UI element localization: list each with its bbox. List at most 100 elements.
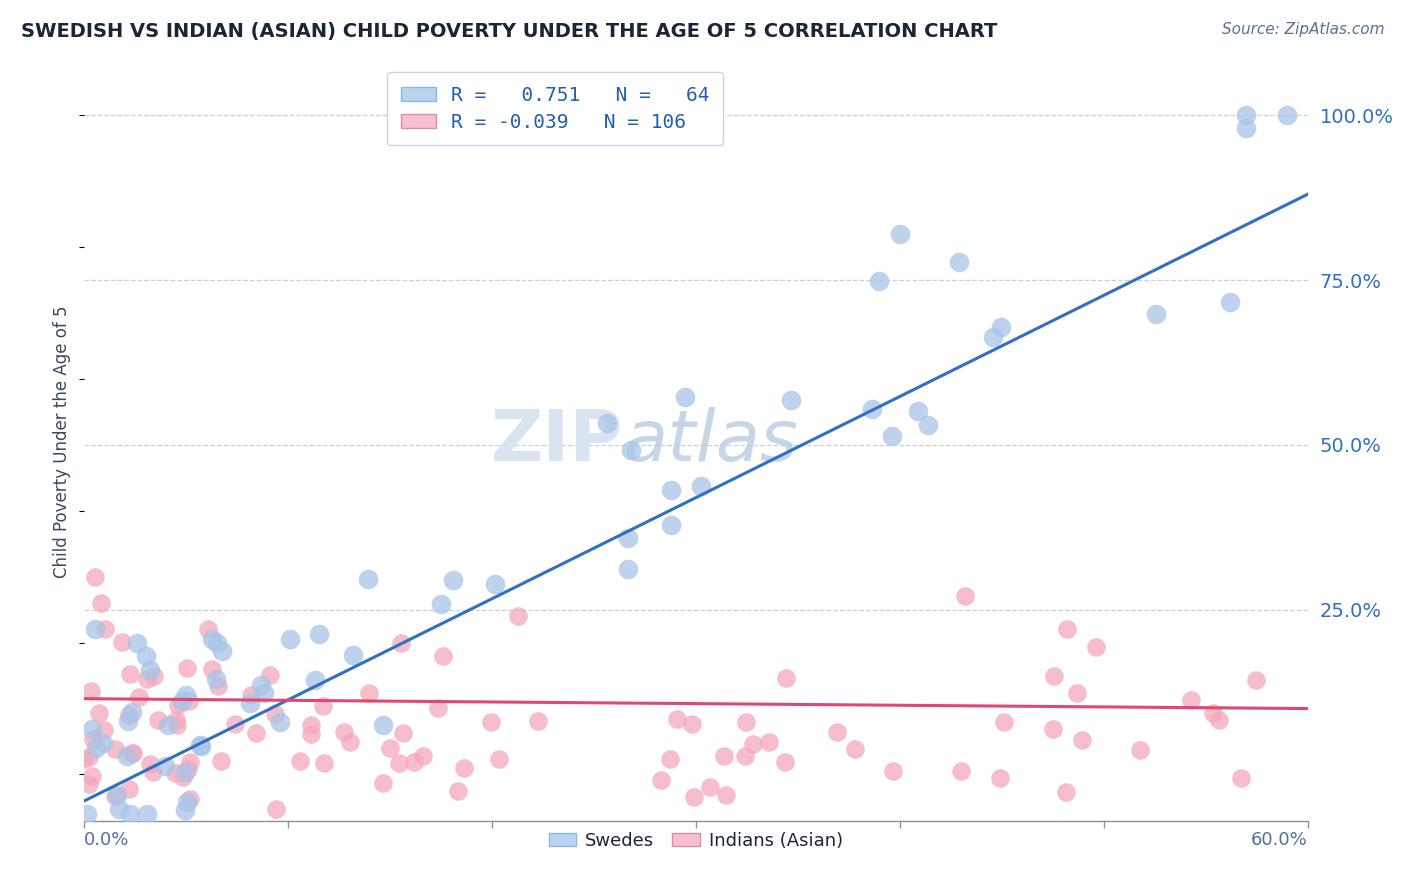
- Point: [734, 748, 756, 763]
- Point: [658, 752, 681, 766]
- Point: [1244, 673, 1267, 687]
- Point: [299, 718, 322, 732]
- Point: [166, 718, 188, 732]
- Point: [177, 762, 200, 776]
- Point: [882, 764, 904, 778]
- Point: [299, 727, 322, 741]
- Point: [259, 667, 281, 681]
- Text: 60.0%: 60.0%: [1251, 830, 1308, 848]
- Point: [596, 417, 619, 431]
- Point: [73, 752, 96, 766]
- Point: [146, 713, 169, 727]
- Point: [142, 668, 165, 682]
- Point: [993, 714, 1015, 729]
- Point: [308, 626, 330, 640]
- Point: [394, 834, 416, 848]
- Point: [484, 577, 506, 591]
- Point: [121, 705, 143, 719]
- Point: [1054, 785, 1077, 799]
- Point: [82, 769, 104, 783]
- Point: [1277, 108, 1299, 122]
- Point: [714, 789, 737, 803]
- Point: [825, 724, 848, 739]
- Point: [211, 643, 233, 657]
- Point: [907, 403, 929, 417]
- Point: [174, 765, 197, 780]
- Point: [179, 694, 201, 708]
- Point: [107, 802, 129, 816]
- Point: [83, 623, 105, 637]
- Point: [179, 755, 201, 769]
- Legend: Swedes, Indians (Asian): Swedes, Indians (Asian): [541, 825, 851, 857]
- Point: [128, 690, 150, 704]
- Point: [122, 746, 145, 760]
- Point: [82, 722, 104, 736]
- Point: [188, 738, 211, 752]
- Point: [269, 715, 291, 730]
- Point: [79, 683, 101, 698]
- Text: atlas: atlas: [623, 407, 797, 476]
- Point: [111, 635, 134, 649]
- Text: SWEDISH VS INDIAN (ASIAN) CHILD POVERTY UNDER THE AGE OF 5 CORRELATION CHART: SWEDISH VS INDIAN (ASIAN) CHILD POVERTY …: [21, 22, 997, 41]
- Point: [1202, 706, 1225, 721]
- Point: [104, 789, 127, 804]
- Point: [77, 777, 100, 791]
- Point: [617, 562, 640, 576]
- Point: [990, 771, 1012, 785]
- Point: [253, 686, 276, 700]
- Point: [201, 662, 224, 676]
- Point: [1129, 743, 1152, 757]
- Point: [163, 765, 186, 780]
- Point: [176, 661, 198, 675]
- Point: [125, 635, 148, 649]
- Point: [412, 749, 434, 764]
- Point: [681, 716, 703, 731]
- Point: [773, 755, 796, 769]
- Point: [938, 834, 960, 848]
- Point: [339, 734, 361, 748]
- Point: [357, 686, 380, 700]
- Point: [342, 648, 364, 662]
- Point: [77, 750, 100, 764]
- Point: [139, 664, 162, 678]
- Point: [91, 736, 114, 750]
- Point: [139, 757, 162, 772]
- Point: [889, 227, 911, 241]
- Point: [1071, 733, 1094, 747]
- Point: [453, 761, 475, 775]
- Point: [404, 755, 426, 769]
- Point: [844, 742, 866, 756]
- Point: [357, 572, 380, 586]
- Point: [734, 714, 756, 729]
- Point: [86, 855, 108, 870]
- Point: [115, 749, 138, 764]
- Point: [304, 673, 326, 687]
- Point: [312, 699, 335, 714]
- Point: [205, 635, 228, 649]
- Point: [190, 739, 212, 753]
- Point: [472, 831, 495, 846]
- Point: [430, 598, 453, 612]
- Point: [860, 401, 883, 416]
- Point: [880, 428, 903, 442]
- Point: [389, 635, 412, 649]
- Point: [868, 274, 890, 288]
- Point: [981, 330, 1004, 344]
- Text: ZIP: ZIP: [491, 407, 623, 476]
- Point: [264, 802, 287, 816]
- Point: [713, 749, 735, 764]
- Point: [118, 666, 141, 681]
- Point: [1236, 121, 1258, 136]
- Point: [990, 319, 1012, 334]
- Point: [90, 596, 112, 610]
- Point: [172, 770, 194, 784]
- Point: [506, 609, 529, 624]
- Point: [173, 803, 195, 817]
- Point: [104, 741, 127, 756]
- Point: [779, 392, 801, 407]
- Text: 0.0%: 0.0%: [84, 830, 129, 848]
- Point: [953, 590, 976, 604]
- Point: [479, 714, 502, 729]
- Point: [333, 724, 356, 739]
- Point: [82, 731, 104, 746]
